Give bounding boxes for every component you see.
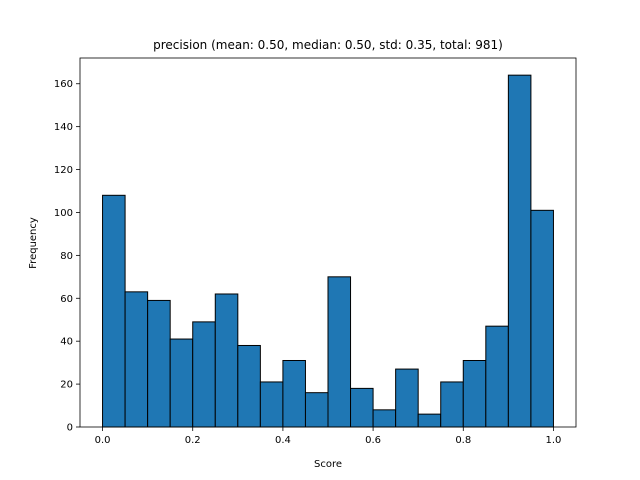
x-tick-label: 0.0 xyxy=(95,435,111,446)
histogram-bar xyxy=(372,409,397,428)
histogram-bar xyxy=(192,321,216,428)
bars-group xyxy=(102,74,554,428)
histogram-bar xyxy=(282,359,306,428)
histogram-bar xyxy=(237,344,261,428)
histogram-bar xyxy=(462,359,487,428)
histogram-bar xyxy=(417,413,442,428)
x-tick-label: 0.6 xyxy=(365,435,381,446)
y-axis-label: Frequency xyxy=(28,217,39,269)
x-tick-label: 0.2 xyxy=(185,435,201,446)
histogram-bar xyxy=(169,338,194,428)
y-tick-label: 160 xyxy=(54,79,73,90)
chart-title: precision (mean: 0.50, median: 0.50, std… xyxy=(153,38,503,52)
y-tick-label: 80 xyxy=(60,251,73,262)
x-tick-label: 1.0 xyxy=(546,435,562,446)
x-tick-label: 0.4 xyxy=(275,435,291,446)
histogram-bar xyxy=(440,381,464,428)
y-tick-label: 40 xyxy=(60,337,73,348)
y-tick-label: 120 xyxy=(54,165,73,176)
histogram-bar xyxy=(530,209,554,428)
histogram-bar xyxy=(507,74,532,428)
histogram-bar xyxy=(124,291,149,428)
histogram-bar xyxy=(350,387,374,428)
y-tick-label: 0 xyxy=(67,423,73,434)
histogram-bar xyxy=(147,299,171,428)
histogram-bar xyxy=(214,293,239,428)
histogram-bar xyxy=(395,368,419,428)
histogram-bar xyxy=(304,392,329,428)
plot-frame xyxy=(79,57,577,428)
y-tick-label: 20 xyxy=(60,380,73,391)
histogram-bar xyxy=(485,325,509,428)
y-tick-label: 100 xyxy=(54,208,73,219)
histogram-bar xyxy=(327,276,352,428)
x-tick-label: 0.8 xyxy=(455,435,471,446)
histogram-bar xyxy=(259,381,284,428)
histogram-bar xyxy=(102,194,126,428)
y-tick-label: 60 xyxy=(60,294,73,305)
y-tick-label: 140 xyxy=(54,122,73,133)
x-axis-label: Score xyxy=(314,459,342,470)
axes-group: 0.0 0.2 0.4 0.6 0.8 1.0 0 20 40 60 80 100 120 140 160 xyxy=(54,57,577,446)
